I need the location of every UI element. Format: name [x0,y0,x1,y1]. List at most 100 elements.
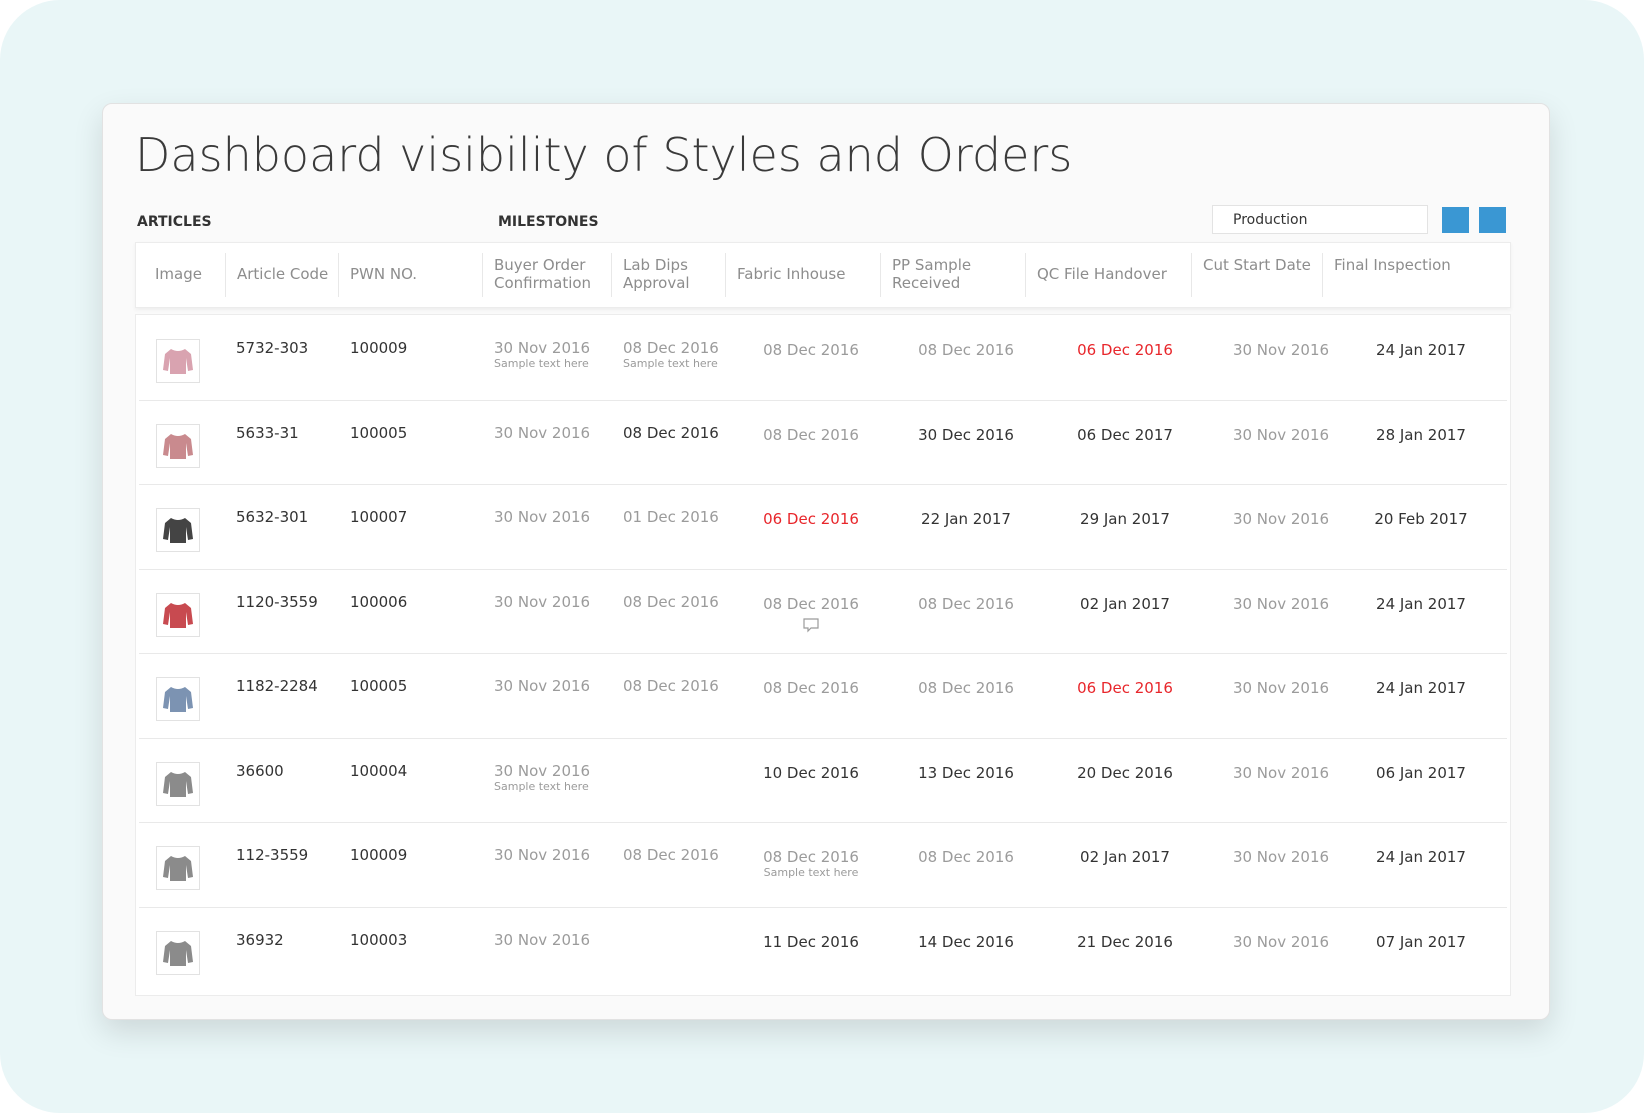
milestone-date: 14 Dec 2016 [918,932,1014,951]
column-header: PP Sample Received [892,256,972,292]
milestone-cell: 30 Nov 2016 Sample text here [494,762,590,793]
milestone-date: 13 Dec 2016 [918,763,1014,782]
milestone-cell: 11 Dec 2016 [731,933,891,951]
milestone-cell: 08 Dec 2016 [731,426,891,444]
table-body: 5732-303 100009 30 Nov 2016 Sample text her… [135,314,1511,996]
garment-icon [163,940,193,966]
milestone-cell: 30 Nov 2016 [494,846,590,864]
article-code: 1120-3559 [236,592,318,611]
milestone-date: 10 Dec 2016 [763,763,859,782]
pwn-number: 100004 [350,761,408,780]
milestone-date: 08 Dec 2016 [623,677,719,695]
view-button[interactable] [1442,207,1469,233]
column-header: Final Inspection [1334,256,1451,274]
milestone-cell: 30 Nov 2016 [494,931,590,949]
milestone-date: 01 Dec 2016 [623,508,719,526]
milestone-date: 11 Dec 2016 [763,932,859,951]
pwn-number: 100009 [350,339,408,357]
article-thumbnail [156,508,200,552]
milestone-date: 08 Dec 2016 [763,341,859,359]
column-header: PWN NO. [350,265,418,283]
milestone-cell: 30 Nov 2016 [494,508,590,526]
milestone-date: 06 Dec 2016 [1077,679,1173,697]
article-thumbnail [156,339,200,383]
pwn-number: 100006 [350,592,408,611]
milestone-date: 30 Nov 2016 [494,930,591,949]
view-button[interactable] [1479,207,1506,233]
milestone-date: 30 Nov 2016 [494,677,591,695]
column-separator [338,253,339,297]
milestone-cell: 30 Nov 2016 [1201,510,1361,528]
article-thumbnail [156,846,200,890]
milestone-cell: 08 Dec 2016 [731,595,891,637]
milestone-cell: 30 Nov 2016 [1201,848,1361,866]
milestone-date: 29 Jan 2017 [1080,510,1170,528]
column-separator [1322,253,1323,297]
milestone-cell: 30 Nov 2016 [494,677,590,695]
milestone-date: 30 Nov 2016 [494,508,591,526]
milestone-cell: 08 Dec 2016 [731,679,891,697]
milestone-date: 08 Dec 2016 [763,425,859,444]
milestone-date: 08 Dec 2016 [623,846,719,864]
milestone-date: 08 Dec 2016 [623,423,719,442]
garment-icon [163,687,193,712]
milestone-cell: 30 Nov 2016 Sample text here [494,339,590,370]
milestone-cell: 06 Dec 2016 [1045,679,1205,697]
milestone-date: 30 Nov 2016 [494,423,591,442]
milestone-date: 24 Jan 2017 [1376,341,1466,359]
row-divider [139,399,1507,401]
milestone-cell: 22 Jan 2017 [886,510,1046,528]
milestone-note: Sample text here [763,866,859,879]
milestone-note: Sample text here [494,357,589,370]
milestone-date: 02 Jan 2017 [1080,848,1170,866]
milestone-cell: 08 Dec 2016 [623,424,719,442]
milestone-cell: 08 Dec 2016 [886,679,1046,697]
column-header: Article Code [237,265,329,283]
milestone-cell: 08 Dec 2016 [623,677,719,695]
article-code: 1182-2284 [236,677,318,695]
milestone-date: 21 Dec 2016 [1077,932,1173,951]
comment-icon[interactable] [731,617,891,637]
row-divider [139,822,1507,823]
milestone-cell: 30 Nov 2016 [1201,764,1361,782]
garment-icon [163,518,193,543]
filter-dropdown[interactable]: Production [1212,205,1428,234]
pwn-number: 100005 [350,677,408,695]
column-separator [482,253,483,297]
milestone-date: 28 Jan 2017 [1376,425,1466,444]
milestone-date: 30 Nov 2016 [494,339,591,357]
milestone-date: 24 Jan 2017 [1376,594,1466,613]
milestone-cell: 08 Dec 2016 [731,341,891,359]
milestone-cell: 30 Nov 2016 [494,593,590,611]
milestone-cell: 08 Dec 2016 Sample text here [623,339,719,370]
article-thumbnail [156,761,200,806]
column-separator [611,253,612,297]
milestone-date: 08 Dec 2016 [918,848,1014,866]
article-thumbnail [156,930,200,975]
milestone-cell: 08 Dec 2016 [623,593,719,611]
row-divider [139,568,1507,570]
column-header: Cut Start Date [1203,256,1311,274]
milestone-cell: 07 Jan 2017 [1341,933,1501,951]
milestone-date: 30 Nov 2016 [494,592,591,611]
milestone-date: 24 Jan 2017 [1376,679,1466,697]
milestone-date: 06 Dec 2016 [763,510,859,528]
column-separator [1191,253,1192,297]
milestone-cell: 02 Jan 2017 [1045,848,1205,866]
milestone-cell: 24 Jan 2017 [1341,679,1501,697]
milestone-date: 06 Jan 2017 [1376,763,1466,782]
milestone-cell: 13 Dec 2016 [886,764,1046,782]
comment-glyph [803,617,819,632]
milestone-cell: 06 Dec 2016 [1045,341,1205,359]
milestone-date: 02 Jan 2017 [1080,594,1170,613]
milestone-cell: 20 Feb 2017 [1341,510,1501,528]
milestone-date: 24 Jan 2017 [1376,848,1466,866]
article-code: 112-3559 [236,846,309,864]
milestone-cell: 24 Jan 2017 [1341,848,1501,866]
column-separator [725,253,726,297]
pwn-number: 100009 [350,846,408,864]
milestone-date: 22 Jan 2017 [921,510,1011,528]
row-divider [139,653,1507,654]
title: Dashboard visibility of Styles and Order… [135,128,1073,182]
